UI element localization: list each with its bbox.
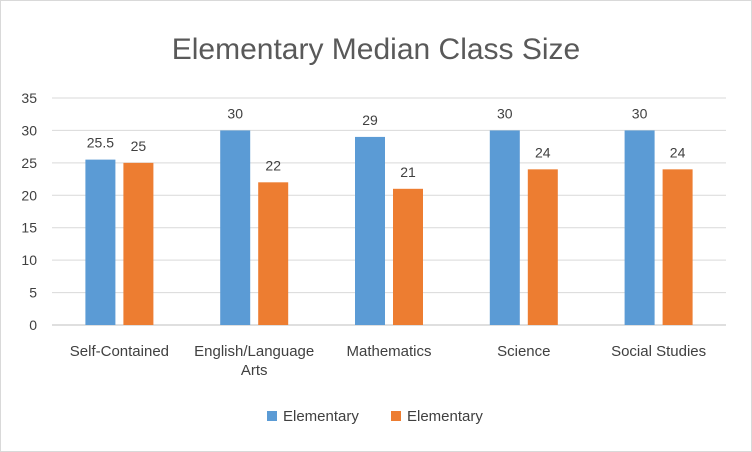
category-label: Arts [241,362,268,379]
legend: Elementary Elementary [267,408,483,425]
y-tick-label: 0 [29,317,37,333]
category-label: Social Studies [611,343,706,360]
y-tick-label: 5 [29,285,37,301]
bar-2-5 [662,169,693,325]
bar-2-1 [123,162,154,325]
data-label: 29 [362,112,378,128]
bar-1-5 [624,130,655,325]
category-label: Self-Contained [70,343,169,360]
data-label: 30 [497,105,513,121]
data-label: 21 [400,164,416,180]
category-label: Science [497,343,550,360]
chart-title: Elementary Median Class Size [172,33,581,66]
y-tick-label: 15 [21,220,37,236]
bars [85,130,693,325]
y-tick-label: 30 [21,122,37,138]
bar-1-4 [489,130,520,325]
category-label: Mathematics [346,343,431,360]
bar-1-1 [85,159,116,325]
y-axis-ticks: 0 5 10 15 20 25 30 35 [21,90,37,333]
gridlines [52,97,726,326]
legend-swatch [267,411,277,421]
bar-2-4 [527,169,558,325]
data-label: 30 [227,105,243,121]
y-tick-label: 10 [21,252,37,268]
x-axis-categories: Self-Contained English/Language Arts Mathem… [70,343,706,379]
data-label: 30 [632,105,648,121]
data-label: 24 [535,144,551,160]
data-label: 25.5 [87,135,114,151]
bar-2-2 [258,182,289,325]
bar-1-3 [355,136,385,325]
y-tick-label: 20 [21,187,37,203]
category-label: English/Language [194,343,314,360]
legend-swatch [391,411,401,421]
bar-1-2 [220,130,251,325]
bar-2-3 [393,188,423,325]
data-label: 24 [670,144,686,160]
data-label: 22 [265,157,281,173]
legend-label: Elementary [407,408,483,425]
y-tick-label: 25 [21,155,37,171]
data-labels: 25.5 25 30 22 29 21 30 24 30 24 [87,105,686,179]
y-tick-label: 35 [21,90,37,106]
data-label: 25 [131,138,147,154]
legend-label: Elementary [283,408,359,425]
